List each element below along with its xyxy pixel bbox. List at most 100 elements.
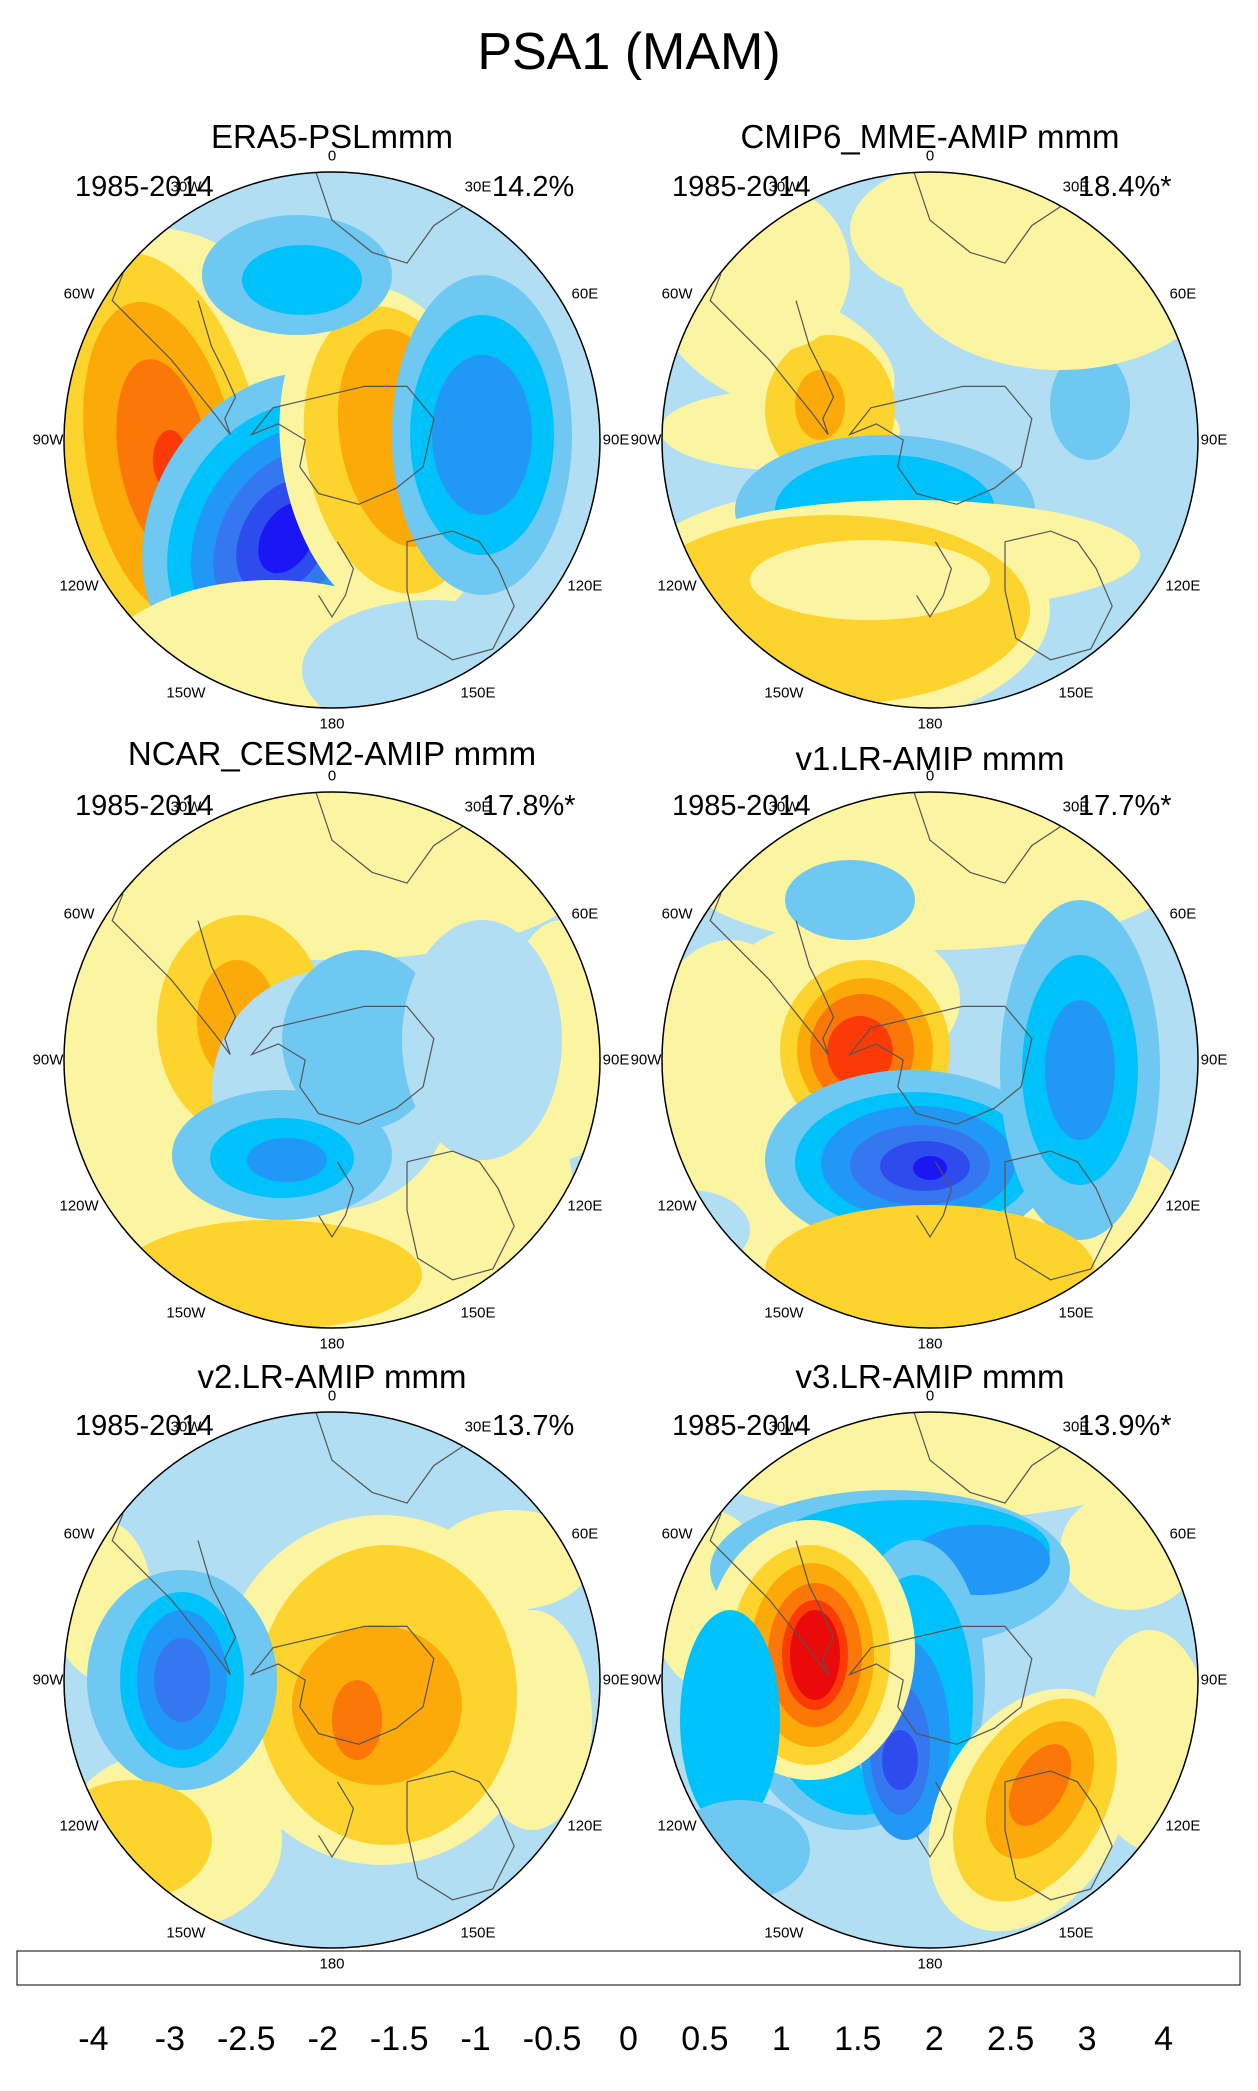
panel-period: 1985-2014 — [75, 1410, 214, 1442]
longitude-label: 90W — [630, 1671, 662, 1689]
coastline-africa — [913, 1412, 1065, 1504]
longitude-label: 0 — [327, 147, 337, 165]
longitude-label: 120W — [657, 577, 697, 595]
colorbar-tick-label: 2.5 — [987, 2020, 1035, 2058]
coastline-new-zealand — [318, 541, 355, 619]
longitude-label: 90E — [1200, 1671, 1228, 1689]
longitude-label: 60W — [63, 1525, 95, 1543]
colorbar-tick-label: -2 — [307, 2020, 338, 2058]
colorbar-tick-label: 0 — [619, 2020, 638, 2058]
longitude-label: 90W — [630, 1051, 662, 1069]
panel-title: v2.LR-AMIP mmm — [197, 1358, 467, 1395]
longitude-label: 90W — [32, 431, 64, 449]
longitude-label: 30W — [768, 1418, 800, 1436]
longitude-label: 180 — [917, 1335, 943, 1353]
longitude-label: 120W — [59, 1817, 99, 1835]
contour-fill — [680, 1610, 780, 1830]
longitude-label: 30W — [170, 178, 202, 196]
panel-title: CMIP6_MME-AMIP mmm — [740, 118, 1120, 155]
contour-fill — [750, 540, 990, 620]
colorbar-tick-label: -1 — [460, 2020, 491, 2058]
coastline-africa — [913, 172, 1065, 264]
longitude-label: 150E — [1058, 1304, 1094, 1322]
colorbar-tick-label: 1 — [771, 2020, 791, 2058]
contour-fill — [1008, 1744, 1072, 1826]
longitude-label: 120E — [1165, 1197, 1201, 1215]
longitude-label: 180 — [917, 1955, 943, 1973]
longitude-label: 60W — [661, 905, 693, 923]
contour-fill — [670, 1800, 810, 1900]
contour-fill — [64, 1780, 212, 1900]
longitude-label: 150W — [166, 1924, 206, 1942]
contour-fill — [913, 1156, 947, 1180]
map-border — [661, 171, 1199, 709]
longitude-label: 60E — [1169, 905, 1197, 923]
contour-fill — [247, 1138, 327, 1182]
longitude-label: 150E — [460, 1304, 496, 1322]
contour-fill — [790, 1610, 840, 1700]
panel-period: 1985-2014 — [672, 171, 811, 203]
colorbar-tick-label: -1.5 — [369, 2020, 429, 2058]
longitude-label: 60E — [1169, 285, 1197, 303]
coastline-antarctica — [249, 385, 435, 505]
longitude-label: 180 — [917, 715, 943, 733]
longitude-label: 180 — [319, 1335, 345, 1353]
longitude-label: 30E — [464, 798, 492, 816]
longitude-label: 90W — [630, 431, 662, 449]
panel-period: 1985-2014 — [75, 171, 214, 203]
longitude-label: 150E — [1058, 684, 1094, 702]
coastline-australia — [406, 1150, 515, 1281]
panel-variance: 14.2% — [492, 171, 575, 203]
coastline-new-zealand — [916, 1161, 953, 1239]
colorbar-tick-label: -3 — [154, 2020, 186, 2058]
coastline-antarctica — [847, 385, 1033, 505]
longitude-label: 120E — [567, 1197, 603, 1215]
longitude-label: 150W — [166, 1304, 206, 1322]
longitude-label: 90E — [602, 1671, 630, 1689]
map-border — [661, 1411, 1199, 1949]
coastline-south-america — [111, 273, 237, 435]
panel-variance: 13.7% — [492, 1410, 575, 1442]
panel-title: ERA5-PSLmmm — [210, 118, 454, 155]
longitude-label: 30E — [1062, 1418, 1090, 1436]
coastline-africa — [315, 1412, 467, 1504]
coastline-new-zealand — [318, 1161, 355, 1239]
contour-fill — [1045, 1000, 1115, 1140]
colorbar-tick-label: 3 — [1077, 2020, 1097, 2058]
contour-fill — [402, 920, 562, 1160]
longitude-label: 150W — [764, 1924, 804, 1942]
panel-title: NCAR_CESM2-AMIP mmm — [127, 735, 537, 772]
longitude-label: 60W — [63, 285, 95, 303]
longitude-label: 0 — [327, 767, 337, 785]
coastline-new-zealand — [318, 1781, 355, 1859]
panel-title: v1.LR-AMIP mmm — [795, 740, 1065, 777]
panel-variance: 13.9%* — [1078, 1410, 1172, 1442]
coastline-south-america — [709, 273, 835, 435]
coastline-africa — [315, 172, 467, 264]
contour-fill — [785, 860, 915, 940]
contour-fill — [282, 950, 442, 1130]
longitude-label: 30E — [1062, 178, 1090, 196]
longitude-label: 120W — [59, 577, 99, 595]
longitude-label: 90E — [602, 1051, 630, 1069]
coastline-south-america — [111, 893, 237, 1055]
map-border — [63, 1411, 601, 1949]
contour-fill — [710, 190, 850, 350]
coastline-new-zealand — [916, 541, 953, 619]
longitude-label: 180 — [319, 715, 345, 733]
map-panel-5 — [64, 1412, 600, 1948]
longitude-label: 30W — [170, 798, 202, 816]
colorbar-tick-label: -4 — [78, 2020, 109, 2058]
colorbar-tick-label: 4 — [1154, 2020, 1174, 2058]
longitude-label: 60E — [1169, 1525, 1197, 1543]
map-panel-6 — [662, 1412, 1198, 1948]
coastline-south-america — [709, 1513, 835, 1675]
map-panel-3 — [64, 792, 600, 1328]
longitude-label: 150E — [1058, 1924, 1094, 1942]
contour-fill — [850, 172, 1090, 300]
longitude-label: 120E — [567, 577, 603, 595]
panel-title: v3.LR-AMIP mmm — [795, 1358, 1065, 1395]
longitude-label: 90W — [32, 1051, 64, 1069]
longitude-label: 90E — [1200, 431, 1228, 449]
